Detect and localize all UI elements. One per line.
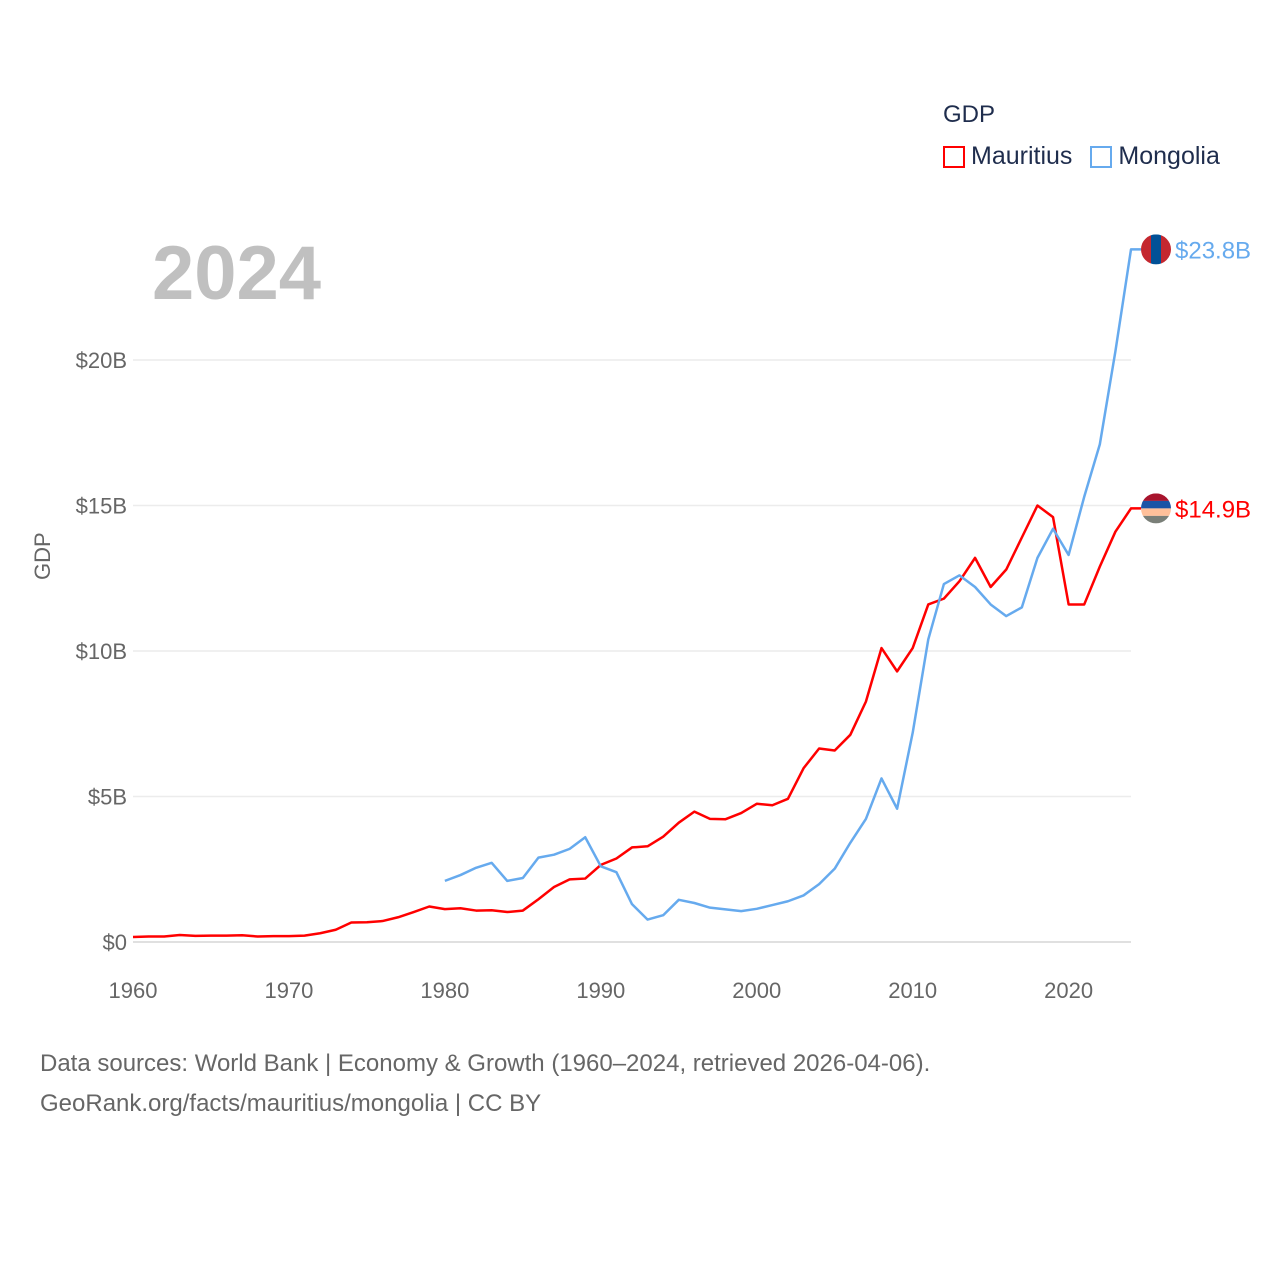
y-tick-label: $20B xyxy=(76,348,127,373)
mauritius-flag-icon xyxy=(1141,493,1171,524)
x-tick-label: 2010 xyxy=(888,978,937,1003)
end-value-label-mauritius: $14.9B xyxy=(1175,496,1251,523)
legend-item-mongolia[interactable]: Mongolia xyxy=(1090,142,1220,171)
y-tick-label: $10B xyxy=(76,639,127,664)
legend-label-mongolia: Mongolia xyxy=(1118,142,1220,170)
legend-label-mauritius: Mauritius xyxy=(971,142,1073,170)
y-tick-label: $5B xyxy=(88,785,127,810)
x-tick-label: 1970 xyxy=(264,978,313,1003)
footer-sources: Data sources: World Bank | Economy & Gro… xyxy=(40,1050,931,1077)
series-line-mongolia xyxy=(444,248,1141,921)
footer-link[interactable]: GeoRank.org/facts/mauritius/mongolia | C… xyxy=(40,1090,542,1117)
legend-item-mauritius[interactable]: Mauritius xyxy=(943,142,1072,171)
legend-title: GDP xyxy=(943,101,996,128)
x-tick-label: 2020 xyxy=(1044,978,1093,1003)
x-tick-label: 1960 xyxy=(109,978,158,1003)
x-tick-label: 1990 xyxy=(576,978,625,1003)
legend: Mauritius Mongolia xyxy=(943,142,1220,171)
series-line-mauritius xyxy=(132,504,1141,939)
footer: Data sources: World Bank | Economy & Gro… xyxy=(40,1044,930,1124)
legend-swatch-mauritius xyxy=(943,145,965,168)
x-tick-label: 2000 xyxy=(732,978,781,1003)
mongolia-flag-icon xyxy=(1141,234,1171,265)
legend-swatch-mongolia xyxy=(1090,145,1113,168)
end-value-label-mongolia: $23.8B xyxy=(1175,237,1251,264)
y-axis-label: GDP xyxy=(30,532,55,580)
x-tick-label: 1980 xyxy=(420,978,469,1003)
y-tick-label: $0 xyxy=(103,930,127,955)
y-tick-label: $15B xyxy=(76,494,127,519)
year-label: 2024 xyxy=(152,231,322,316)
